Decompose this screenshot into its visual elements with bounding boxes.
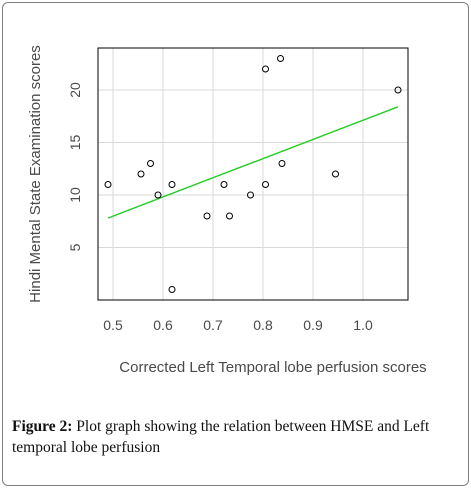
data-point xyxy=(262,65,269,73)
y-axis-label: Hindi Mental State Examination scores xyxy=(27,45,44,303)
caption-text: Plot graph showing the relation between … xyxy=(12,418,430,456)
x-axis-label: Corrected Left Temporal lobe perfusion s… xyxy=(119,359,426,376)
x-tick-label: 0.9 xyxy=(303,317,323,333)
y-tick-label: 20 xyxy=(67,82,83,98)
y-tick-label: 5 xyxy=(67,243,83,251)
data-point xyxy=(168,181,176,188)
data-point xyxy=(220,181,228,188)
y-axis-ticks: 5 10 15 20 xyxy=(67,82,83,251)
y-tick-label: 10 xyxy=(67,187,83,203)
data-point xyxy=(277,55,284,62)
data-points xyxy=(104,55,402,293)
x-tick-label: 0.7 xyxy=(203,317,223,333)
data-point xyxy=(203,212,211,220)
data-point xyxy=(332,170,339,178)
y-tick-label: 15 xyxy=(67,135,83,151)
scatter-chart: 0.5 0.6 0.7 0.8 0.9 1.0 5 10 15 20 Corrected Lef… xyxy=(27,45,427,376)
trendline xyxy=(107,106,399,219)
x-tick-label: 0.5 xyxy=(103,317,123,333)
data-point xyxy=(168,286,176,293)
plot-area-border xyxy=(97,47,409,301)
data-point xyxy=(394,86,402,94)
x-tick-label: 1.0 xyxy=(353,317,373,333)
data-point xyxy=(104,181,112,188)
x-tick-label: 0.8 xyxy=(253,317,273,333)
x-tick-label: 0.6 xyxy=(153,317,173,333)
x-axis-ticks: 0.5 0.6 0.7 0.8 0.9 1.0 xyxy=(103,317,373,333)
data-point xyxy=(226,212,233,220)
data-point xyxy=(278,160,286,167)
caption-label: Figure 2: xyxy=(12,418,73,435)
data-point xyxy=(137,170,145,178)
grid-lines xyxy=(98,48,408,300)
figure-caption: Figure 2: Plot graph showing the relatio… xyxy=(12,416,458,458)
data-point xyxy=(147,160,154,167)
data-point xyxy=(154,191,162,199)
data-point xyxy=(247,191,254,199)
data-point xyxy=(262,181,269,188)
trendline-group xyxy=(107,106,399,219)
